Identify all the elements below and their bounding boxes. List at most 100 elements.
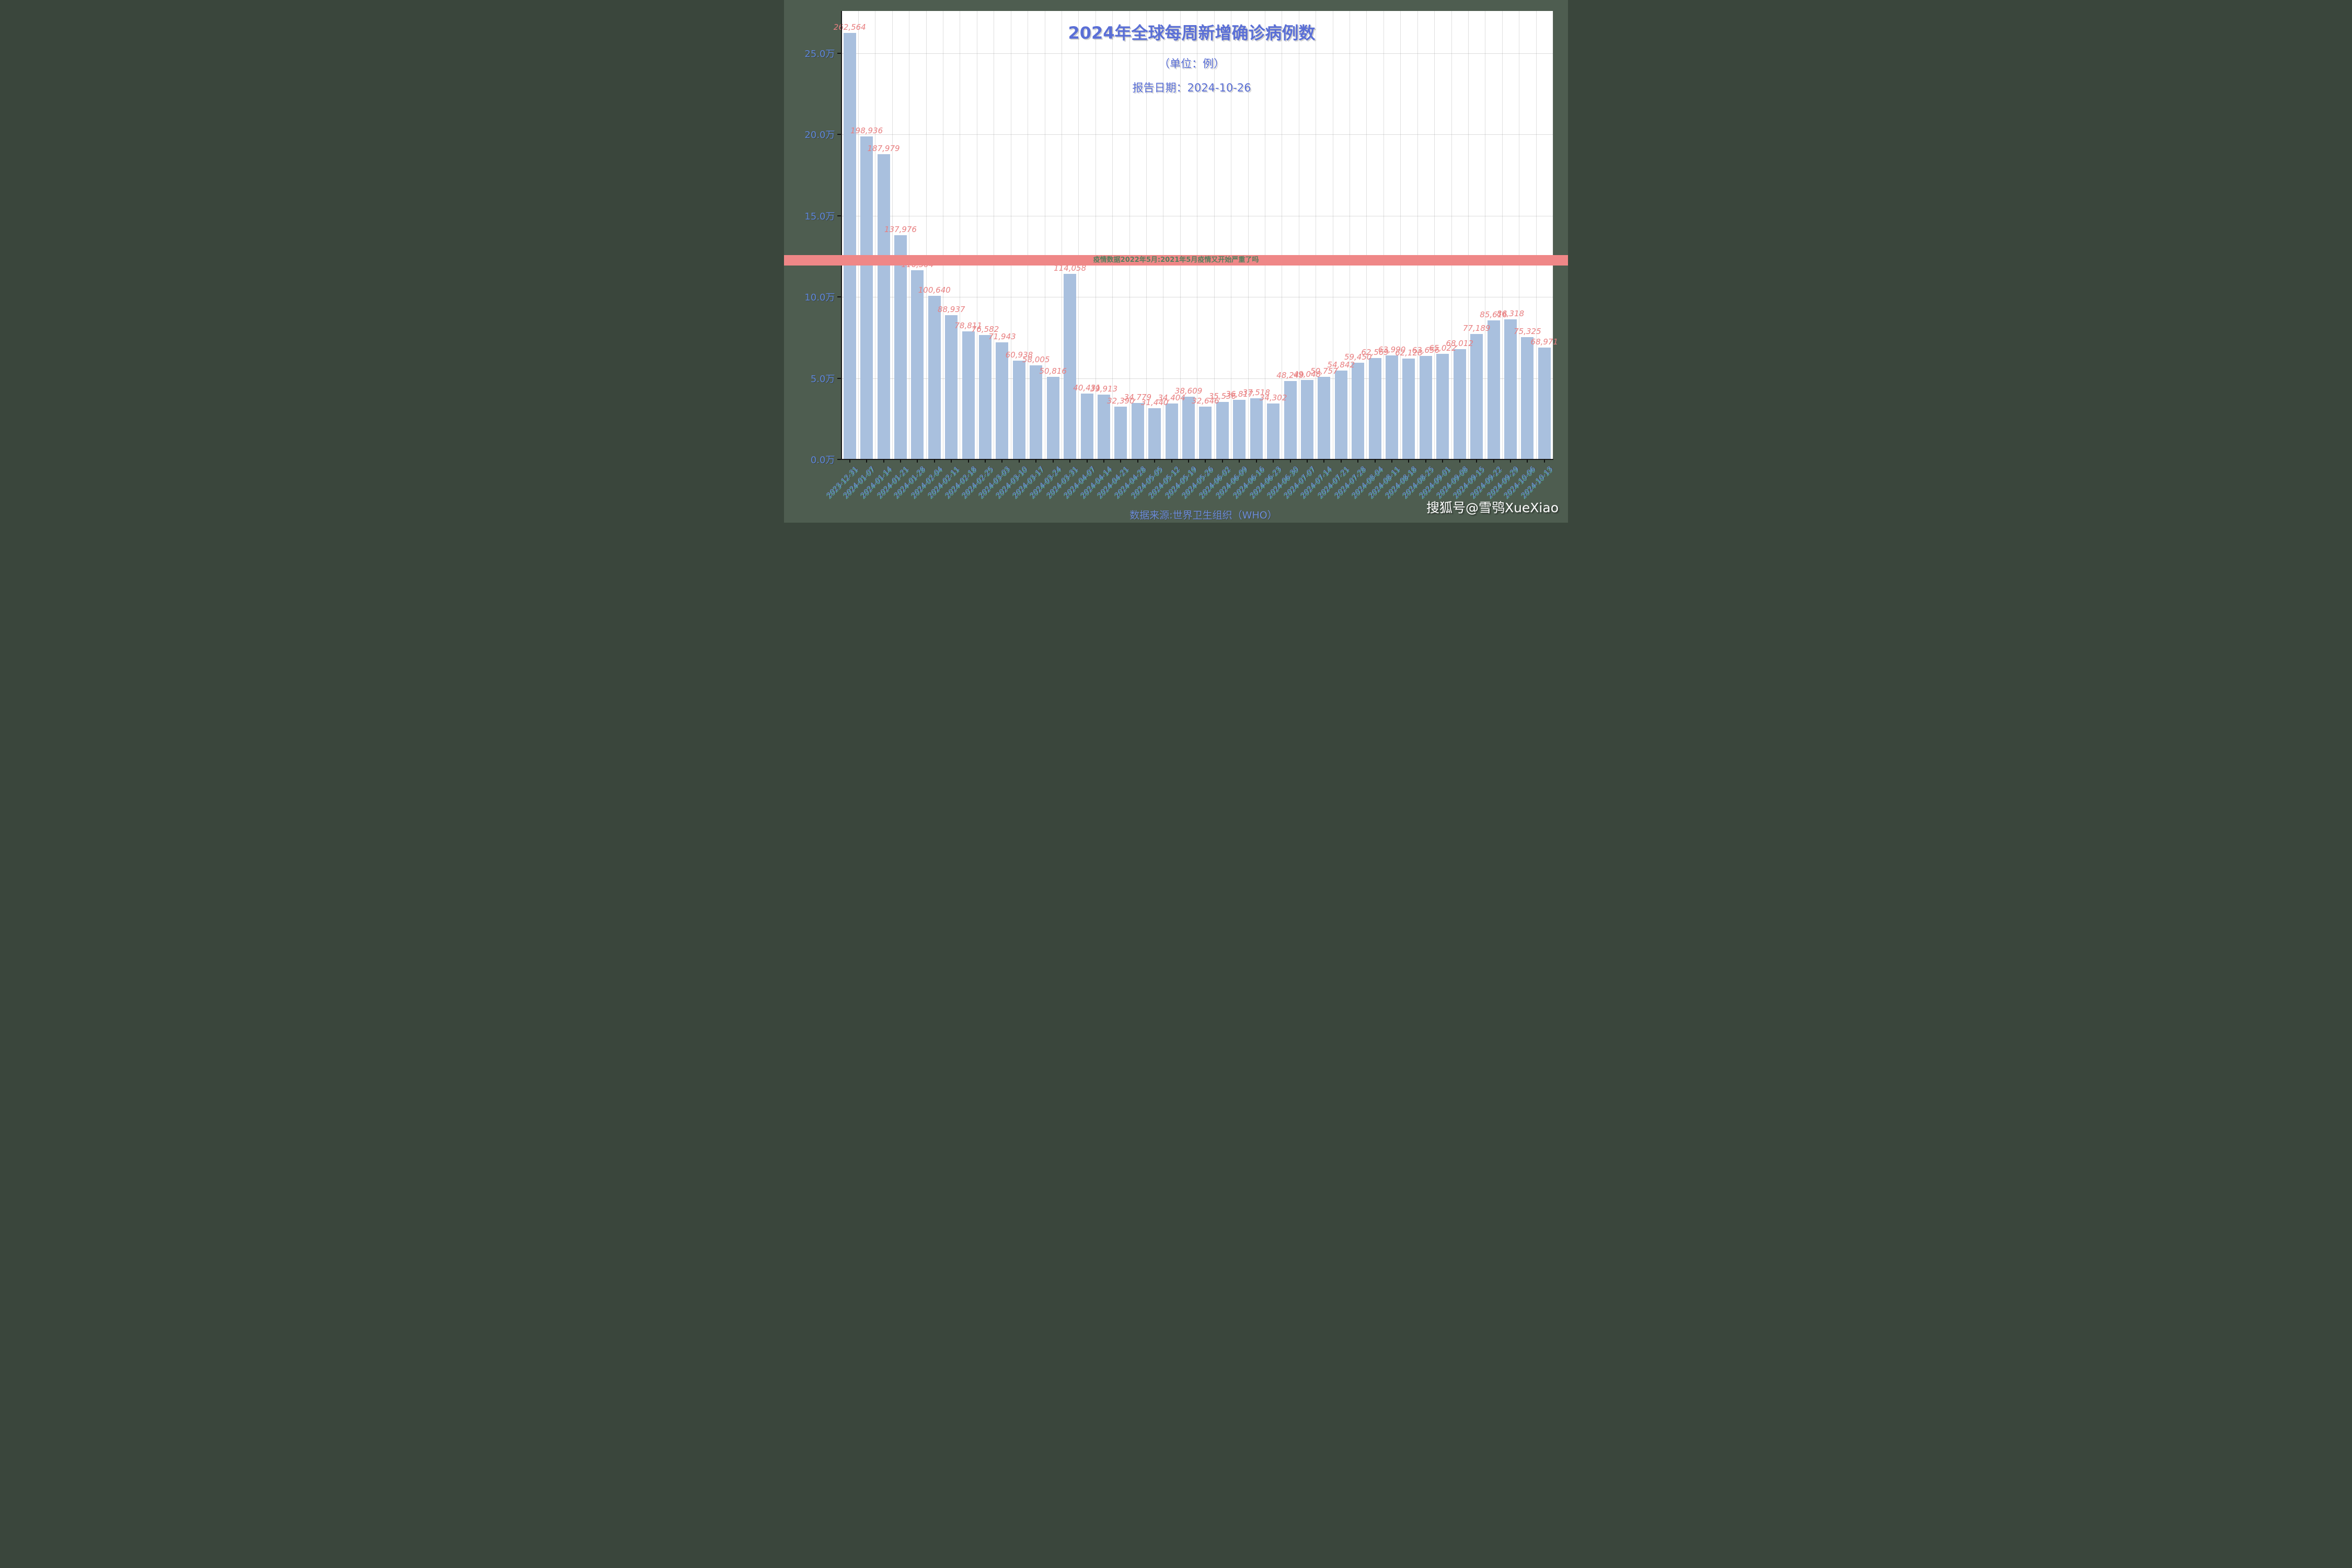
- x-tick-mark: [1493, 459, 1494, 463]
- bar-2024-06-02: [1216, 401, 1229, 459]
- y-axis-line: [840, 11, 842, 459]
- bar-2024-04-14: [1097, 394, 1110, 459]
- v-gridline: [1146, 11, 1147, 459]
- x-tick-mark: [883, 459, 884, 463]
- x-tick-mark: [1357, 459, 1359, 463]
- bar-2024-06-23: [1267, 403, 1280, 459]
- v-gridline: [1536, 11, 1537, 459]
- h-gridline-5.0万: [841, 378, 1553, 379]
- overlay-banner: 疫情数据2022年5月:2021年5月疫情又开始严重了吗: [784, 255, 1568, 266]
- plot-area: [841, 11, 1553, 459]
- v-gridline: [926, 11, 927, 459]
- h-gridline-20.0万: [841, 134, 1553, 135]
- bar-2024-02-25: [979, 335, 992, 459]
- bar-2024-09-15: [1470, 334, 1483, 459]
- bar-2024-03-17: [1030, 365, 1043, 459]
- bar-2024-07-07: [1300, 379, 1313, 459]
- bar-value-label: 62,569: [1361, 347, 1389, 357]
- x-tick-mark: [917, 459, 918, 463]
- x-tick-mark: [1408, 459, 1410, 463]
- bar-2024-08-25: [1419, 356, 1432, 459]
- bar-2024-03-10: [1012, 360, 1025, 459]
- x-tick-mark: [1323, 459, 1325, 463]
- x-tick-mark: [1273, 459, 1274, 463]
- y-tick-mark: [837, 377, 841, 379]
- bar-value-label: 32,390: [1107, 396, 1135, 406]
- data-source-caption: 数据来源:世界卫生组织（WHO）: [1129, 510, 1277, 521]
- bar-value-label: 58,005: [1022, 354, 1050, 364]
- bar-value-label: 32,646: [1192, 396, 1219, 406]
- x-tick-mark: [1120, 459, 1122, 463]
- x-tick-mark: [1052, 459, 1054, 463]
- bar-2024-01-07: [860, 136, 873, 459]
- v-gridline: [1451, 11, 1452, 459]
- bar-2024-01-21: [894, 235, 907, 459]
- x-tick-mark: [1374, 459, 1376, 463]
- bar-value-label: 40,431: [1073, 383, 1101, 393]
- bar-2024-09-01: [1436, 353, 1449, 459]
- x-tick-mark: [1103, 459, 1104, 463]
- x-axis-line: [840, 459, 1553, 460]
- v-gridline: [858, 11, 859, 459]
- bar-value-label: 187,979: [867, 143, 900, 153]
- x-tick-mark: [1391, 459, 1393, 463]
- v-gridline: [1417, 11, 1418, 459]
- screenshot-root: 2024年全球每周新增确诊病例数 （单位：例） 报告日期：2024-10-26 …: [784, 0, 1568, 523]
- bar-value-label: 76,582: [971, 324, 999, 334]
- bar-value-label: 77,189: [1462, 324, 1491, 333]
- v-gridline: [892, 11, 893, 459]
- v-gridline: [1112, 11, 1113, 459]
- chart-title-block: 2024年全球每周新增确诊病例数 （单位：例） 报告日期：2024-10-26: [1068, 20, 1315, 95]
- x-tick-mark: [1543, 459, 1545, 463]
- bar-value-label: 59,450: [1344, 352, 1372, 362]
- bar-2024-03-24: [1046, 377, 1059, 459]
- x-tick-mark: [1255, 459, 1257, 463]
- chart-subtitle: （单位：例）: [1158, 57, 1225, 70]
- x-tick-mark: [985, 459, 986, 463]
- bar-value-label: 75,325: [1514, 326, 1541, 336]
- bar-2024-07-28: [1352, 363, 1365, 459]
- bar-value-label: 34,404: [1158, 393, 1185, 403]
- y-tick-label: 10.0万: [804, 292, 835, 304]
- bar-2024-08-18: [1402, 358, 1415, 459]
- x-tick-mark: [849, 459, 850, 463]
- bar-value-label: 71,943: [988, 332, 1016, 342]
- x-tick-mark: [1527, 459, 1528, 463]
- bar-2024-03-31: [1064, 274, 1077, 459]
- bar-2024-04-07: [1080, 394, 1093, 459]
- x-tick-mark: [1137, 459, 1138, 463]
- bar-value-label: 68,012: [1446, 338, 1473, 348]
- x-tick-mark: [1221, 459, 1223, 463]
- x-tick-mark: [1476, 459, 1478, 463]
- x-tick-mark: [1205, 459, 1206, 463]
- bar-value-label: 34,302: [1259, 393, 1287, 403]
- x-tick-mark: [1239, 459, 1240, 463]
- bar-2024-02-04: [928, 296, 941, 459]
- x-tick-mark: [1509, 459, 1511, 463]
- bar-2024-06-09: [1233, 399, 1246, 459]
- bar-2024-05-19: [1182, 396, 1195, 459]
- bar-value-label: 36,817: [1226, 389, 1253, 399]
- x-tick-mark: [1306, 459, 1308, 463]
- sohu-watermark: 搜狐号@雪鸮XueXiao: [1426, 500, 1559, 515]
- bar-2024-08-04: [1368, 358, 1381, 459]
- y-tick-mark: [837, 134, 841, 135]
- bar-2024-10-13: [1538, 347, 1551, 459]
- v-gridline: [1468, 11, 1469, 459]
- y-tick-mark: [837, 296, 841, 298]
- v-gridline: [1129, 11, 1130, 459]
- x-tick-mark: [967, 459, 969, 463]
- bar-2024-05-26: [1199, 406, 1212, 459]
- bar-value-label: 88,937: [937, 304, 965, 314]
- v-gridline: [1434, 11, 1435, 459]
- bar-2024-06-16: [1250, 398, 1263, 459]
- y-tick-label: 15.0万: [804, 211, 835, 222]
- v-gridline: [1366, 11, 1367, 459]
- x-tick-mark: [1289, 459, 1291, 463]
- y-tick-mark: [837, 215, 841, 216]
- bar-value-label: 35,536: [1208, 391, 1237, 401]
- bar-value-label: 49,048: [1293, 369, 1321, 379]
- bar-2024-09-08: [1453, 349, 1466, 459]
- bar-value-label: 50,757: [1310, 366, 1338, 376]
- bar-value-label: 50,816: [1039, 366, 1067, 376]
